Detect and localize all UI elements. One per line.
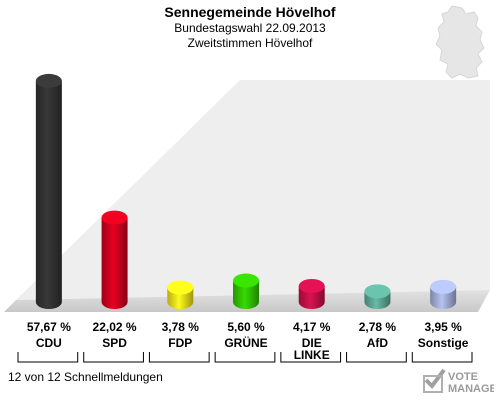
- category-label: DIE LINKE: [294, 336, 330, 362]
- bars-group: [35, 73, 457, 310]
- value-label: 2,78 %: [359, 320, 397, 334]
- category-label: SPD: [102, 336, 127, 350]
- category-bracket: [148, 352, 210, 363]
- chart-subtitle-vote-type: Zweitstimmen Hövelhof: [187, 36, 313, 50]
- category-label: Sonstige: [418, 336, 469, 350]
- value-label: 5,60 %: [227, 320, 265, 334]
- category-bracket: [83, 352, 144, 363]
- chart-subtitle-election: Bundestagswahl 22.09.2013: [174, 21, 326, 35]
- category-bracket: [280, 352, 342, 363]
- bar-grüne: [233, 273, 259, 309]
- vote-manager-logo: VOTE MANAGER: [423, 368, 494, 395]
- labels-group: 57,67 % CDU 22,02 % SPD 3,78 % FDP 5,60 %GRÜNE…: [17, 320, 473, 363]
- chart-wall: [16, 80, 490, 300]
- bar-fdp: [167, 280, 194, 310]
- value-label: 57,67 %: [27, 320, 71, 334]
- value-label: 3,95 %: [424, 320, 462, 334]
- ballot-check-icon: [423, 368, 446, 393]
- value-label: 22,02 %: [93, 320, 137, 334]
- footer-status: 12 von 12 Schnellmeldungen: [8, 370, 163, 384]
- germany-map-icon: [435, 5, 485, 79]
- category-bracket: [411, 352, 473, 363]
- category-label: FDP: [168, 336, 192, 350]
- chart-header: Sennegemeinde Hövelhof Bundestagswahl 22…: [0, 4, 500, 51]
- bar-die-linke: [298, 279, 325, 310]
- bar-sonstige: [430, 279, 457, 310]
- value-label: 4,17 %: [293, 320, 331, 334]
- bar-spd: [101, 210, 128, 309]
- bar-afd: [364, 284, 391, 310]
- category-bracket: [214, 352, 276, 363]
- chart-title: Sennegemeinde Hövelhof: [164, 4, 336, 20]
- category-label: AfD: [367, 336, 389, 350]
- logo-text-vote: VOTE: [448, 371, 478, 383]
- logo-text-manager: MANAGER: [448, 383, 494, 395]
- category-bracket: [346, 352, 407, 363]
- category-label: GRÜNE: [224, 335, 267, 350]
- value-label: 3,78 %: [162, 320, 200, 334]
- category-label: CDU: [36, 336, 62, 350]
- category-bracket: [17, 352, 79, 363]
- bar-cdu: [35, 73, 62, 310]
